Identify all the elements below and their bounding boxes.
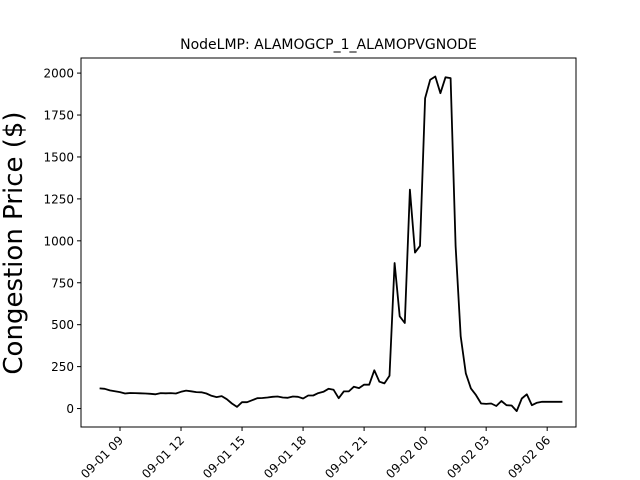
y-tick-label: 1000 [43,234,74,248]
x-tick-label: 09-01 12 [139,433,187,480]
x-tick-label: 09-01 21 [322,433,370,480]
y-tick-label: 0 [66,402,74,416]
y-tick-label: 1500 [43,150,74,164]
y-tick-label: 1250 [43,192,74,206]
y-tick-label: 1750 [43,109,74,123]
y-tick-label: 500 [51,318,74,332]
x-tick-label: 09-02 00 [383,433,431,480]
plot-frame [80,57,577,428]
x-tick-label: 09-01 09 [78,433,126,480]
x-tick-label: 09-01 18 [261,433,309,480]
x-tick-label: 09-02 06 [505,433,553,480]
y-tick-label: 2000 [43,67,74,81]
x-tick-label: 09-01 15 [200,433,248,480]
y-axis-label: Congestion Price ($) [0,111,29,374]
y-tick-label: 750 [51,276,74,290]
x-axis: 09-01 09 09-01 12 09-01 15 09-01 18 09-01 21… [78,427,553,480]
x-tick-label: 09-02 03 [444,433,492,480]
y-axis: 0 250 500 750 1000 1250 1500 1750 2000 [43,67,81,416]
chart-title: NodeLMP: ALAMOGCP_1_ALAMOPVGNODE [180,37,477,53]
y-tick-label: 250 [51,360,74,374]
series-line [99,75,563,412]
